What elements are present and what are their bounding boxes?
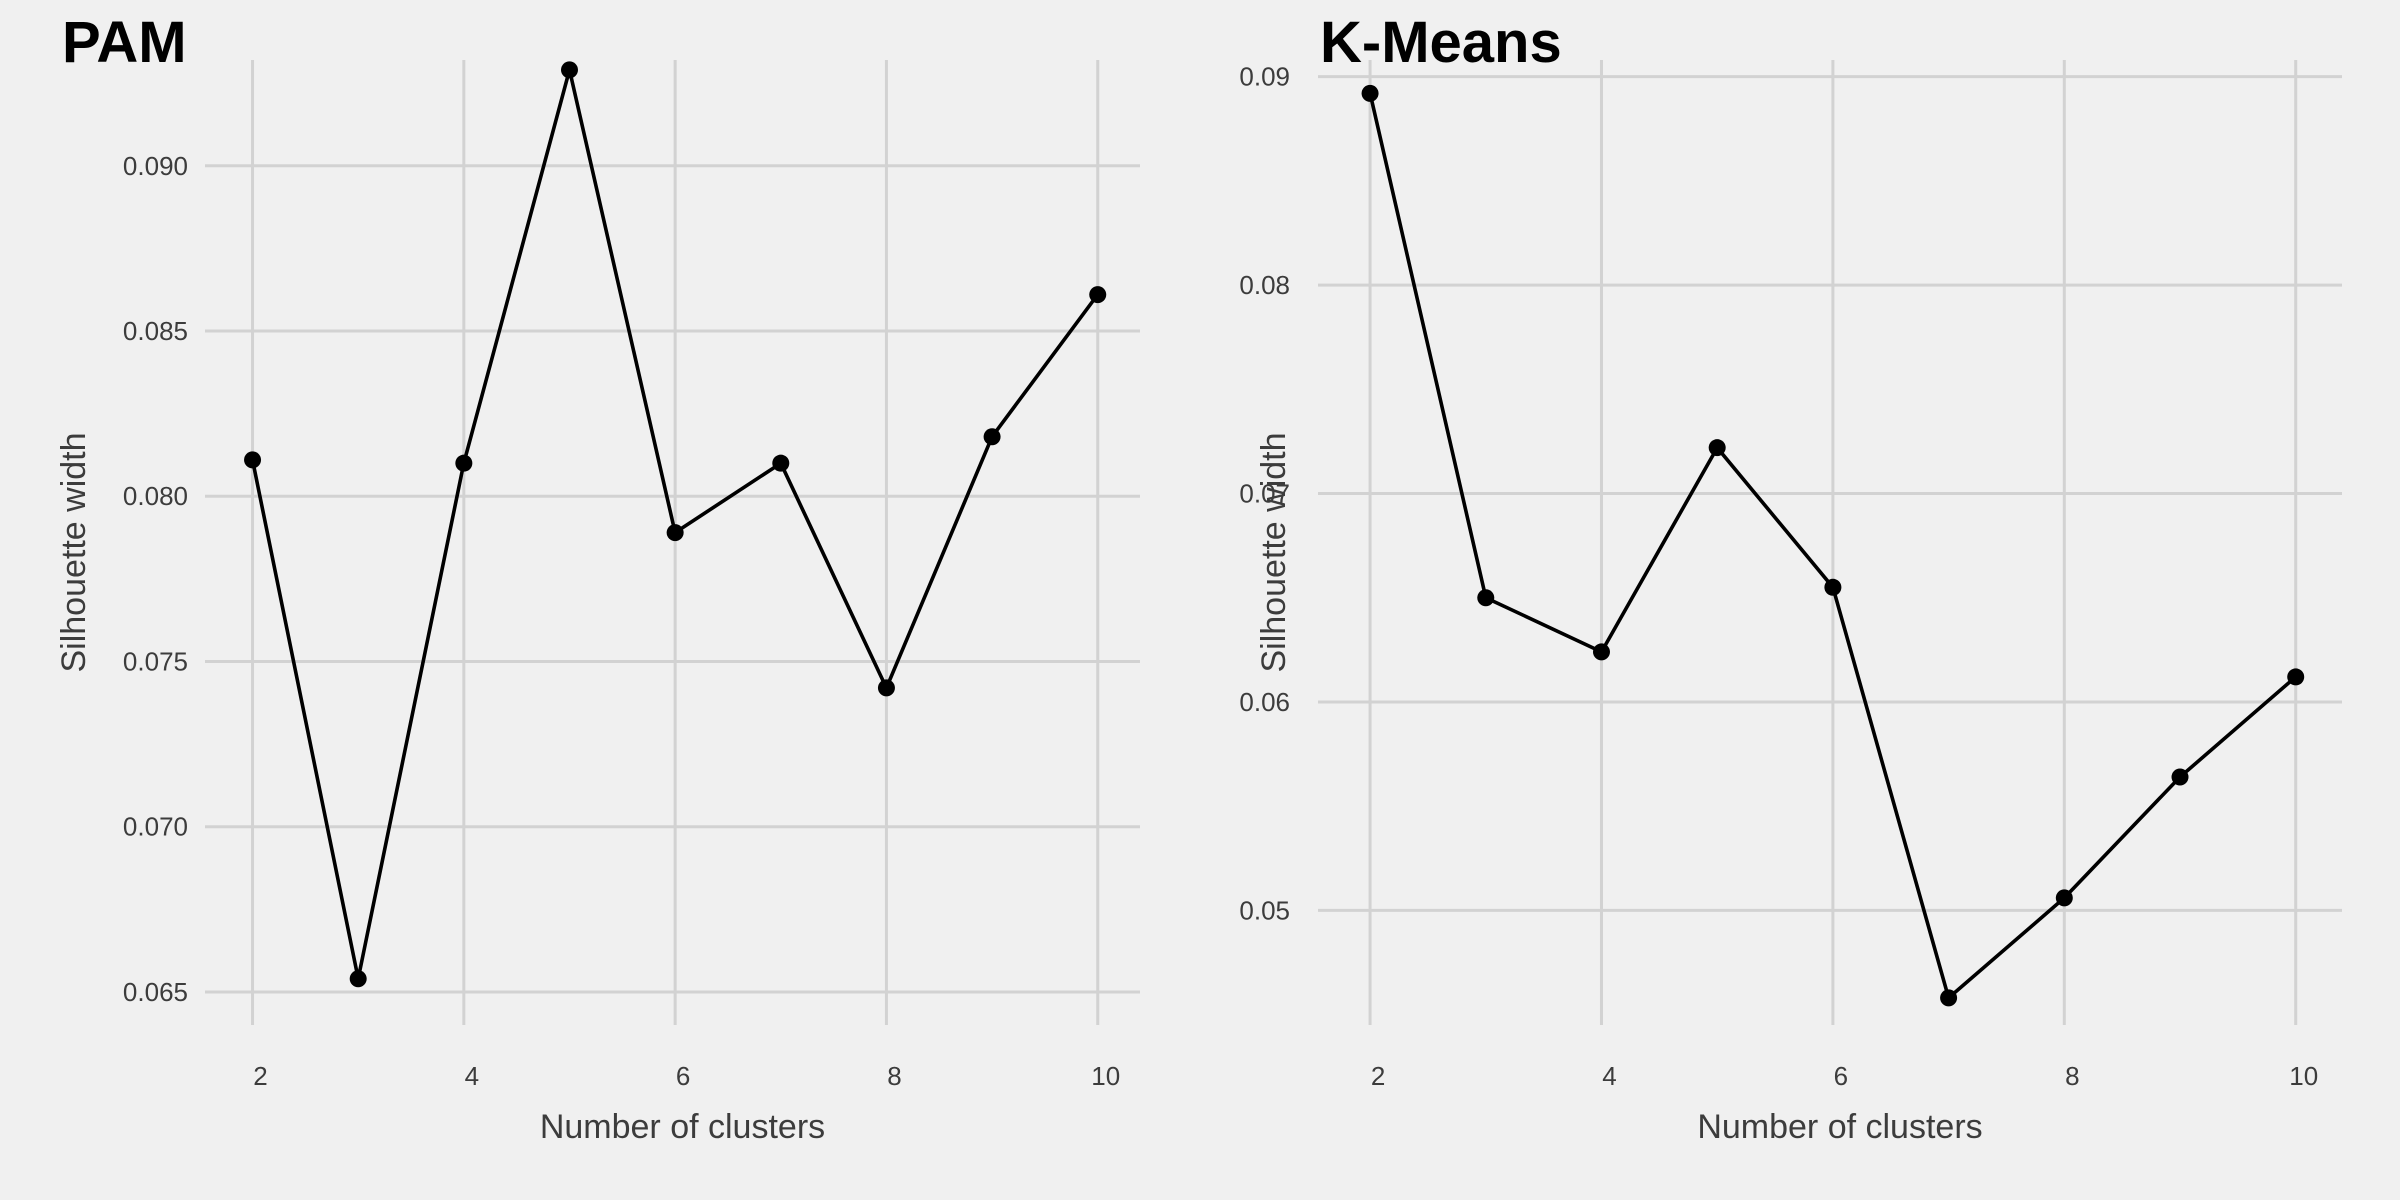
x-tick-label: 6 <box>1834 1061 1848 1091</box>
x-tick-label: 10 <box>1091 1061 1120 1091</box>
y-tick-label: 0.080 <box>123 481 188 511</box>
y-tick-label: 0.07 <box>1239 479 1290 509</box>
x-tick-label: 4 <box>1602 1061 1616 1091</box>
panel-title: K-Means <box>1320 10 1562 75</box>
data-point <box>1708 439 1726 457</box>
data-point <box>772 454 790 472</box>
data-point <box>2287 668 2305 686</box>
data-point <box>2055 889 2073 907</box>
data-point <box>2171 768 2189 786</box>
y-tick-label: 0.09 <box>1239 62 1290 92</box>
x-tick-label: 10 <box>2289 1061 2318 1091</box>
x-tick-label: 2 <box>253 1061 267 1091</box>
data-point <box>1477 589 1495 607</box>
y-tick-label: 0.075 <box>123 646 188 676</box>
data-point <box>1592 643 1610 661</box>
y-tick-label: 0.070 <box>123 812 188 842</box>
data-point <box>1940 989 1958 1007</box>
y-tick-label: 0.06 <box>1239 687 1290 717</box>
y-axis-label: Silhouette width <box>55 432 93 672</box>
x-tick-label: 4 <box>465 1061 479 1091</box>
y-tick-label: 0.08 <box>1239 270 1290 300</box>
data-point <box>666 524 684 542</box>
data-point <box>1089 286 1107 304</box>
x-axis-label: Number of clusters <box>540 1108 825 1146</box>
y-tick-label: 0.085 <box>123 316 188 346</box>
data-point <box>349 970 367 988</box>
data-point <box>983 428 1001 446</box>
y-tick-label: 0.05 <box>1239 895 1290 925</box>
data-point <box>1824 578 1842 596</box>
data-point <box>1361 84 1379 102</box>
data-point <box>455 454 473 472</box>
kmeans-panel: 0.05 0.06 0.07 0.08 0.09 2 4 6 8 10 K-Means Number … <box>1239 10 2342 1146</box>
data-point <box>560 61 578 79</box>
x-tick-label: 8 <box>2065 1061 2079 1091</box>
panel-title: PAM <box>62 10 187 75</box>
x-tick-label: 6 <box>676 1061 690 1091</box>
x-tick-label: 2 <box>1371 1061 1385 1091</box>
y-tick-label: 0.090 <box>123 151 188 181</box>
pam-panel: 0.065 0.070 0.075 0.080 0.085 0.090 2 4 6 8 10 PAM N… <box>55 10 1140 1146</box>
data-point <box>877 679 895 697</box>
y-axis-label: Silhouette width <box>1255 432 1293 672</box>
data-point <box>244 451 262 469</box>
x-tick-label: 8 <box>887 1061 901 1091</box>
y-tick-label: 0.065 <box>123 977 188 1007</box>
x-axis-label: Number of clusters <box>1697 1108 1982 1146</box>
